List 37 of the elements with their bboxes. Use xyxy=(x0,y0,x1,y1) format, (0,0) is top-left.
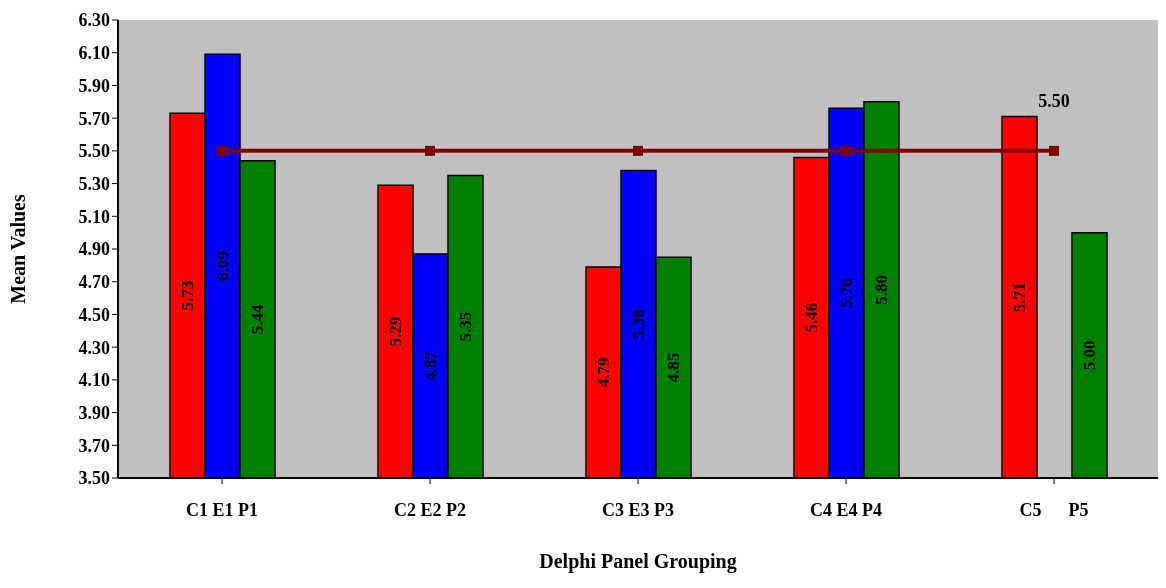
data-label: 5.29 xyxy=(386,316,405,347)
data-label: 5.00 xyxy=(1080,340,1099,371)
y-tick-label: 5.30 xyxy=(78,173,110,194)
x-tick-label: C1 E1 P1 xyxy=(186,500,258,520)
data-label: 5.46 xyxy=(802,302,821,333)
y-tick-label: 4.10 xyxy=(78,370,110,391)
data-label: 5.73 xyxy=(178,280,197,311)
y-tick-label: 3.50 xyxy=(78,468,110,489)
x-tick-label: C2 E2 P2 xyxy=(394,500,466,520)
y-tick-label: 5.70 xyxy=(78,108,110,129)
y-tick-label: 3.70 xyxy=(78,435,110,456)
data-label: 5.50 xyxy=(1038,90,1070,111)
x-tick-label: C5 P5 xyxy=(1019,500,1089,520)
y-tick-label: 6.30 xyxy=(78,10,110,31)
y-tick-label: 6.10 xyxy=(78,43,110,64)
data-label: 5.44 xyxy=(248,303,267,335)
x-tick-label: C3 E3 P3 xyxy=(602,500,674,520)
data-label: 4.85 xyxy=(664,352,683,383)
data-label: 5.71 xyxy=(1010,282,1029,313)
y-tick-label: 4.30 xyxy=(78,337,110,358)
data-label: 5.38 xyxy=(629,309,648,340)
y-tick-label: 5.50 xyxy=(78,141,110,162)
y-axis-title: Mean Values xyxy=(7,194,30,304)
data-label: 4.79 xyxy=(594,357,613,388)
y-tick-label: 5.90 xyxy=(78,75,110,96)
data-label: 4.87 xyxy=(421,350,440,381)
x-axis-title: Delphi Panel Grouping xyxy=(539,550,737,573)
data-label: 5.35 xyxy=(456,311,475,342)
data-label: 5.80 xyxy=(872,275,891,305)
data-label: 5.76 xyxy=(837,278,856,309)
y-tick-label: 5.10 xyxy=(78,206,110,227)
x-tick-label: C4 E4 P4 xyxy=(810,500,882,520)
y-tick-label: 4.90 xyxy=(78,239,110,260)
y-tick-label: 4.50 xyxy=(78,304,110,325)
y-tick-label: 3.90 xyxy=(78,402,110,423)
y-tick-label: 4.70 xyxy=(78,272,110,293)
data-label: 6.09 xyxy=(213,251,232,282)
